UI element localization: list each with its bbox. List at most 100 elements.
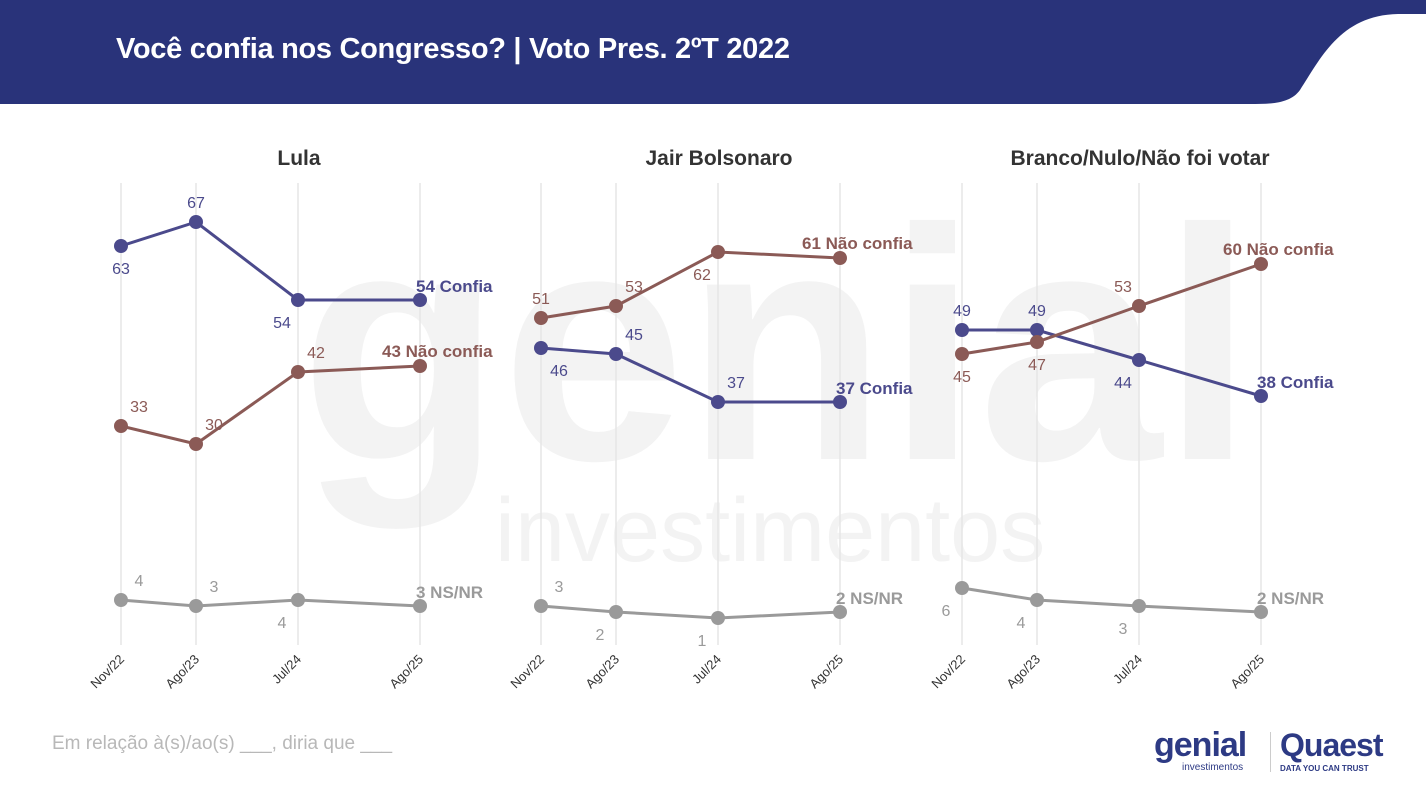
x-tick-label: Jul/24 <box>1110 652 1145 687</box>
x-tick-label: Ago/23 <box>1003 652 1043 692</box>
end-label-nsnr: 2 NS/NR <box>836 589 903 608</box>
data-point-nsnr <box>1030 593 1044 607</box>
logo-divider <box>1270 732 1271 772</box>
data-point-nao_confia <box>1254 257 1268 271</box>
data-point-nao_confia <box>1030 335 1044 349</box>
series-line-confia <box>540 346 840 404</box>
data-label-confia: 46 <box>550 363 568 380</box>
data-label-confia: 54 <box>273 315 291 332</box>
data-label-nsnr: 1 <box>698 633 707 650</box>
data-label-nao_confia: 53 <box>625 279 643 296</box>
data-point-nsnr <box>833 605 847 619</box>
data-point-nao_confia <box>534 311 548 325</box>
end-label-nsnr: 2 NS/NR <box>1257 589 1324 608</box>
x-tick-label: Nov/22 <box>928 652 968 692</box>
header-bar <box>0 0 1426 104</box>
quaest-logo-sub: DATA YOU CAN TRUST <box>1280 764 1369 773</box>
series-line-nsnr <box>120 598 421 608</box>
data-point-nsnr <box>955 581 969 595</box>
end-label-nao_confia: 43 Não confia <box>382 342 493 361</box>
data-label-confia: 44 <box>1114 375 1132 392</box>
data-point-confia <box>1030 323 1044 337</box>
end-label-nsnr: 3 NS/NR <box>416 583 483 602</box>
series-line-confia <box>962 328 1262 398</box>
end-label-confia: 54 Confia <box>416 277 493 296</box>
data-point-nsnr <box>711 611 725 625</box>
data-label-confia: 49 <box>1028 303 1046 320</box>
genial-logo: genial <box>1154 726 1247 764</box>
page-title: Você confia nos Congresso? | Voto Pres. … <box>116 33 790 65</box>
data-label-nsnr: 6 <box>942 603 951 620</box>
x-tick-label: Ago/25 <box>386 652 426 692</box>
series-line-nao_confia <box>961 262 1262 356</box>
data-point-nsnr <box>1132 599 1146 613</box>
x-tick-label: Jul/24 <box>689 652 724 687</box>
data-point-confia <box>413 293 427 307</box>
data-label-confia: 63 <box>112 261 130 278</box>
series-line-nao_confia <box>120 364 421 446</box>
data-label-nao_confia: 30 <box>205 417 223 434</box>
data-point-nao_confia <box>609 299 623 313</box>
data-label-nao_confia: 33 <box>130 399 148 416</box>
data-label-nao_confia: 42 <box>307 345 325 362</box>
data-point-confia <box>711 395 725 409</box>
data-point-nao_confia <box>711 245 725 259</box>
panel-title: Lula <box>277 147 320 170</box>
logos: genial investimentos Quaest DATA YOU CAN… <box>1150 728 1400 778</box>
data-label-nsnr: 3 <box>210 579 219 596</box>
data-point-nsnr <box>189 599 203 613</box>
data-point-confia <box>955 323 969 337</box>
data-label-confia: 45 <box>625 327 643 344</box>
data-point-nao_confia <box>1132 299 1146 313</box>
data-point-confia <box>534 341 548 355</box>
footnote: Em relação à(s)/ao(s) ___, diria que ___ <box>52 733 393 754</box>
data-point-confia <box>609 347 623 361</box>
data-label-confia: 37 <box>727 375 745 392</box>
data-label-nao_confia: 47 <box>1028 357 1046 374</box>
end-label-nao_confia: 61 Não confia <box>802 234 913 253</box>
data-point-nao_confia <box>413 359 427 373</box>
panel-title: Jair Bolsonaro <box>645 147 792 170</box>
quaest-logo: Quaest <box>1280 727 1383 763</box>
data-label-nsnr: 3 <box>1119 621 1128 638</box>
genial-logo-sub: investimentos <box>1182 762 1244 773</box>
data-point-nsnr <box>114 593 128 607</box>
data-point-nao_confia <box>833 251 847 265</box>
x-tick-label: Jul/24 <box>269 652 304 687</box>
data-label-nsnr: 3 <box>555 579 564 596</box>
data-label-nao_confia: 45 <box>953 369 971 386</box>
data-point-confia <box>189 215 203 229</box>
data-point-nao_confia <box>291 365 305 379</box>
data-point-confia <box>833 395 847 409</box>
x-tick-label: Ago/23 <box>582 652 622 692</box>
end-label-confia: 38 Confia <box>1257 373 1334 392</box>
data-label-nsnr: 4 <box>278 615 287 632</box>
data-point-confia <box>114 239 128 253</box>
data-label-nao_confia: 62 <box>693 267 711 284</box>
x-tick-label: Ago/25 <box>806 652 846 692</box>
data-point-nao_confia <box>114 419 128 433</box>
data-point-confia <box>1132 353 1146 367</box>
data-point-nao_confia <box>189 437 203 451</box>
data-label-nsnr: 4 <box>1017 615 1026 632</box>
series-line-nsnr <box>961 586 1262 614</box>
data-point-nsnr <box>291 593 305 607</box>
series-line-confia <box>120 220 420 302</box>
data-point-nsnr <box>534 599 548 613</box>
data-point-confia <box>1254 389 1268 403</box>
data-point-nsnr <box>413 599 427 613</box>
data-label-confia: 67 <box>187 195 205 212</box>
data-label-nao_confia: 51 <box>532 291 550 308</box>
series-line-nsnr <box>540 604 841 620</box>
x-tick-label: Ago/23 <box>162 652 202 692</box>
data-label-nsnr: 2 <box>596 627 605 644</box>
x-tick-label: Ago/25 <box>1227 652 1267 692</box>
end-label-confia: 37 Confia <box>836 379 913 398</box>
x-tick-label: Nov/22 <box>87 652 127 692</box>
series-line-nao_confia <box>540 250 841 320</box>
x-tick-label: Nov/22 <box>507 652 547 692</box>
data-point-nao_confia <box>955 347 969 361</box>
data-label-confia: 49 <box>953 303 971 320</box>
data-label-nsnr: 4 <box>135 573 144 590</box>
data-point-nsnr <box>609 605 623 619</box>
